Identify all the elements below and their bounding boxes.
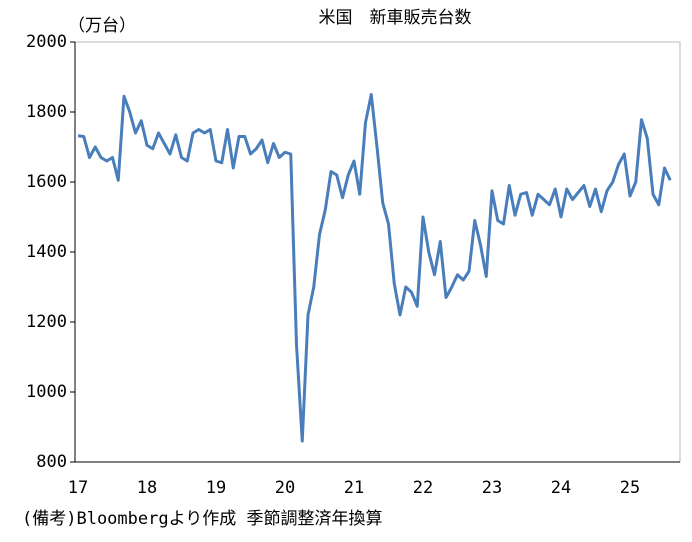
y-tick-label: 1200 bbox=[26, 312, 67, 332]
x-tick-label: 22 bbox=[413, 478, 433, 498]
y-tick-label: 1400 bbox=[26, 242, 67, 262]
y-tick-label: 800 bbox=[36, 452, 67, 472]
x-tick-label: 25 bbox=[620, 478, 640, 498]
plot-frame bbox=[74, 41, 681, 463]
y-tick-label: 1600 bbox=[26, 172, 67, 192]
line-series bbox=[77, 93, 672, 443]
note: (備考)Bloombergより作成 季節調整済年換算 bbox=[22, 509, 382, 529]
y-tick-label: 1000 bbox=[26, 382, 67, 402]
x-tick-label: 21 bbox=[344, 478, 364, 498]
x-tick-label: 24 bbox=[551, 478, 571, 498]
x-tick-label: 17 bbox=[68, 478, 88, 498]
y-tick-label: 2000 bbox=[26, 32, 67, 52]
y-tick-label: 1800 bbox=[26, 102, 67, 122]
x-tick-label: 19 bbox=[206, 478, 226, 498]
y-axis-label: （万台） bbox=[68, 16, 136, 36]
x-tick-label: 18 bbox=[137, 478, 157, 498]
x-tick-label: 20 bbox=[275, 478, 295, 498]
chart-title: 米国 新車販売台数 bbox=[319, 8, 472, 28]
x-tick-label: 23 bbox=[482, 478, 502, 498]
